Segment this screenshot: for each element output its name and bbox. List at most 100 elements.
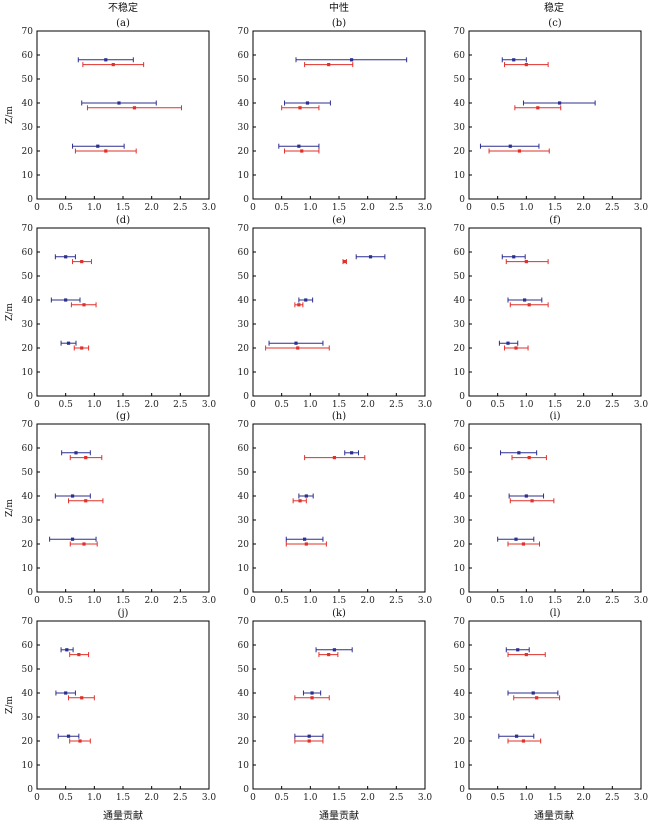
- x-tick-label: 3.0: [418, 596, 433, 606]
- mean-marker-blue: [310, 691, 314, 695]
- y-tick-label: 10: [22, 761, 34, 771]
- mean-marker-red: [111, 63, 115, 67]
- mean-marker-red: [521, 542, 526, 546]
- mean-marker-blue: [64, 691, 68, 695]
- y-tick-label: 40: [454, 99, 466, 109]
- mean-marker-blue: [506, 341, 510, 345]
- y-tick-label: 70: [238, 224, 250, 234]
- mean-marker-red: [327, 653, 331, 657]
- y-tick-label: 70: [454, 617, 466, 627]
- panel: (f) 0 10 20 30 40 50 60 70 0 0.5 1.0 1.5 2.0 2.5 3.0: [454, 215, 649, 410]
- mean-marker-red: [524, 260, 528, 264]
- x-tick-label: 2.0: [577, 596, 592, 606]
- x-tick-label: 2.0: [361, 203, 376, 213]
- y-tick-label: 0: [459, 392, 465, 402]
- mean-marker-red: [527, 456, 531, 460]
- mean-marker-blue: [117, 101, 121, 105]
- y-tick-label: 10: [22, 171, 34, 181]
- y-tick-label: 40: [238, 689, 250, 699]
- y-tick-label: 60: [238, 248, 250, 258]
- x-tick-label: 0.5: [275, 793, 290, 803]
- x-tick-label: 1.5: [116, 596, 131, 606]
- x-tick-label: 0: [34, 596, 40, 606]
- x-tick-label: 2.5: [389, 596, 404, 606]
- mean-marker-red: [84, 456, 88, 460]
- x-tick-label: 3.0: [634, 203, 649, 213]
- x-tick-label: 2.5: [173, 596, 188, 606]
- x-tick-label: 1.0: [519, 400, 534, 410]
- y-tick-label: 0: [243, 392, 249, 402]
- plot-frame: [36, 620, 210, 790]
- x-tick-label: 0.5: [491, 596, 506, 606]
- y-tick-label: 60: [454, 641, 466, 651]
- y-tick-label: 70: [238, 617, 250, 627]
- y-tick-label: 50: [238, 665, 250, 675]
- panel-label: (h): [332, 411, 346, 422]
- mean-marker-red: [327, 63, 331, 67]
- y-axis-title: Z/m: [5, 106, 15, 124]
- panel: (k) 0 10 20 30 40 50 60 70 0 0.5 1.0 1.5 2.0 2.5 3.0: [238, 608, 433, 803]
- panel: (a) 0 10 20 30 40 50 60 70 0 0.5 1.0 1.5 2.0 2.5 3.0 Z/m: [5, 18, 216, 213]
- mean-marker-red: [80, 696, 84, 700]
- x-tick-label: 0: [250, 400, 256, 410]
- y-tick-label: 10: [454, 761, 466, 771]
- x-tick-label: 2.0: [577, 793, 592, 803]
- plot-frame: [36, 227, 210, 397]
- x-tick-label: 1.0: [87, 203, 102, 213]
- x-tick-label: 0: [250, 596, 256, 606]
- mean-marker-red: [535, 696, 539, 700]
- mean-marker-blue: [350, 58, 354, 62]
- x-tick-label: 0.5: [491, 793, 506, 803]
- y-tick-label: 40: [238, 99, 250, 109]
- x-tick-label: 2.0: [361, 793, 376, 803]
- y-tick-label: 60: [238, 444, 250, 454]
- mean-marker-red: [530, 499, 534, 503]
- x-tick-label: 1.0: [303, 203, 318, 213]
- x-tick-label: 0.5: [275, 203, 290, 213]
- x-tick-label: 2.0: [577, 203, 592, 213]
- x-tick-label: 3.0: [418, 203, 433, 213]
- panel-label: (e): [332, 215, 346, 226]
- y-tick-label: 70: [238, 27, 250, 37]
- x-tick-label: 0.5: [59, 400, 74, 410]
- x-axis-title-right: 通量贡献: [534, 809, 574, 822]
- x-tick-label: 3.0: [634, 793, 649, 803]
- plot-frame: [468, 30, 642, 200]
- y-tick-label: 10: [238, 761, 250, 771]
- mean-marker-blue: [512, 58, 516, 62]
- x-tick-label: 1.5: [548, 400, 563, 410]
- y-axis-title: Z/m: [5, 303, 15, 321]
- mean-marker-blue: [304, 494, 308, 498]
- y-tick-label: 70: [454, 420, 466, 430]
- x-tick-label: 0: [466, 400, 472, 410]
- mean-marker-red: [297, 303, 301, 307]
- y-tick-label: 40: [454, 689, 466, 699]
- y-tick-label: 50: [238, 75, 250, 85]
- x-tick-label: 1.5: [332, 400, 347, 410]
- y-tick-label: 20: [454, 737, 466, 747]
- x-tick-label: 3.0: [418, 400, 433, 410]
- y-tick-label: 50: [454, 272, 466, 282]
- mean-marker-blue: [523, 298, 527, 302]
- y-tick-label: 70: [454, 27, 466, 37]
- x-tick-label: 1.5: [116, 400, 131, 410]
- x-tick-label: 1.5: [332, 203, 347, 213]
- mean-marker-red: [524, 653, 528, 657]
- mean-marker-blue: [508, 144, 512, 148]
- mean-marker-blue: [297, 144, 301, 148]
- y-tick-label: 30: [22, 123, 34, 133]
- x-tick-label: 1.0: [87, 400, 102, 410]
- panel-label: (c): [548, 18, 562, 29]
- x-tick-label: 2.0: [577, 400, 592, 410]
- y-tick-label: 30: [22, 516, 34, 526]
- x-tick-label: 3.0: [202, 400, 217, 410]
- x-tick-label: 2.5: [173, 400, 188, 410]
- x-tick-label: 2.5: [173, 203, 188, 213]
- column-title-stable: 稳定: [544, 1, 564, 14]
- mean-marker-blue: [524, 494, 528, 498]
- x-tick-label: 2.5: [605, 793, 620, 803]
- mean-marker-red: [77, 653, 81, 657]
- y-tick-label: 30: [454, 320, 466, 330]
- mean-marker-red: [82, 542, 86, 546]
